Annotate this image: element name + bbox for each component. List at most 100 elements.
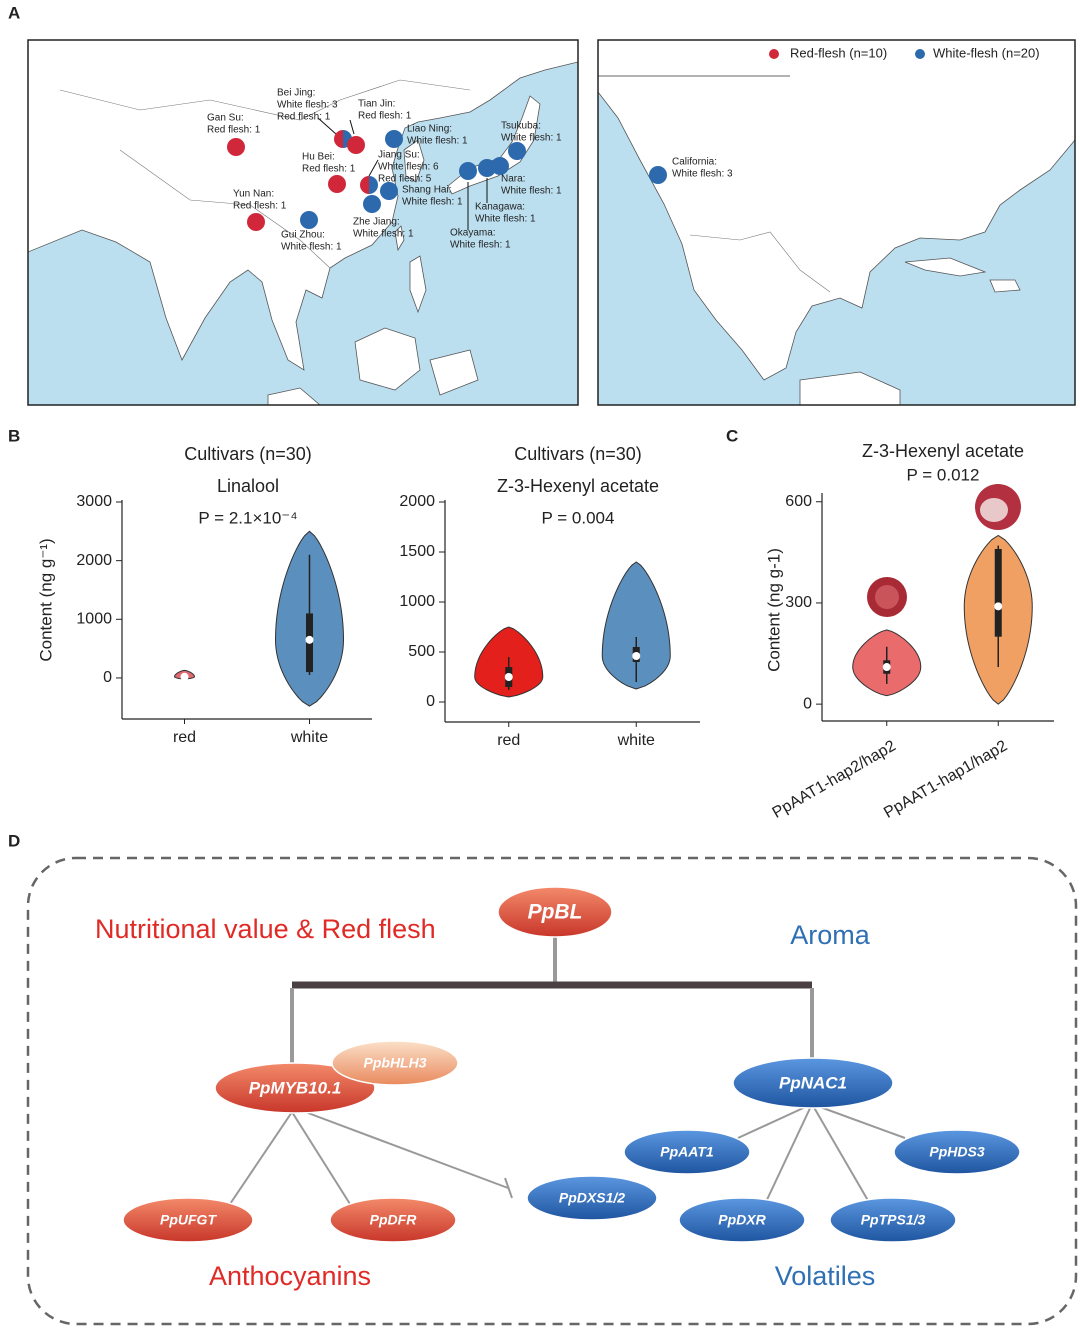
map-dot [247,213,265,231]
map-dot [300,211,318,229]
panel-label: C [726,426,738,445]
gene-label: PpAAT1 [660,1144,714,1160]
median [180,672,189,681]
map-label: Jiang Su: [378,150,420,161]
median [305,635,314,644]
gene-node [329,1197,457,1243]
map-label: Red flesh: 1 [233,201,287,212]
map-frame [597,39,1076,406]
chart-title: Z-3-Hexenyl acetate [862,441,1024,461]
map-label: White flesh: 1 [450,240,511,251]
map-dot [385,130,403,148]
gene-label: PpHDS3 [929,1144,984,1160]
map-label: White flesh: 1 [501,133,562,144]
y-tick-label: 1000 [76,611,112,628]
fruit-image [875,585,899,609]
group-label: Aroma [790,920,871,950]
map-dot [334,130,343,148]
gene-label: PpDXR [718,1212,766,1228]
gene-label: PpbHLH3 [364,1055,427,1071]
panel-label: B [8,426,20,445]
map-label: Red flesh: 1 [207,125,261,136]
chart-title: Cultivars (n=30) [514,444,642,464]
y-tick-label: 3000 [76,493,112,510]
map-label: White flesh: 1 [353,229,414,240]
map-label: Red flesh: 1 [277,112,331,123]
map-dot [459,162,477,180]
map-label: Gan Su: [207,113,244,124]
median [632,652,641,660]
map-label: Kanagawa: [475,202,525,213]
gene-node [829,1197,957,1243]
gene-label: PpNAC1 [779,1073,847,1092]
y-tick-label: 1000 [399,593,435,610]
map-label: Hu Bei: [302,152,335,163]
map-label: Yun Nan: [233,189,274,200]
map-label: White flesh: 3 [277,100,338,111]
annotation: P = 0.004 [542,508,615,527]
map-label: White flesh: 3 [672,169,733,180]
diagram-frame [26,856,1078,1326]
gene-node [732,1057,894,1109]
x-tick-label: PpAAT1-hap2/hap2 [770,737,899,821]
map-label: White flesh: 1 [501,186,562,197]
x-tick-label: white [617,732,655,749]
map-dot [227,138,245,156]
legend-marker [769,49,779,59]
y-tick-label: 2000 [76,552,112,569]
group-label: Volatiles [775,1261,876,1291]
map-label: Tsukuba: [501,121,541,132]
x-tick-label: red [497,732,520,749]
map-dot [369,176,378,194]
map-dot [380,182,398,200]
y-tick-label: 500 [408,643,435,660]
map-dot [508,142,526,160]
map-dot [363,195,381,213]
map-label: White flesh: 1 [402,197,463,208]
gene-label: PpBL [528,901,583,924]
map-label: Bei Jing: [277,88,315,99]
x-tick-label: white [290,729,328,746]
map-dot [347,136,365,154]
gene-label: PpDFR [370,1212,418,1228]
map-label: White flesh: 6 [378,162,439,173]
gene-node [122,1197,254,1243]
median [504,673,513,681]
gene-label: PpTPS1/3 [861,1212,926,1228]
map-label: Nara: [501,174,525,185]
gene-node [678,1197,806,1243]
y-tick-label: 1500 [399,543,435,560]
box [994,548,1002,637]
map-label: White flesh: 1 [281,242,342,253]
map-frame [27,39,579,406]
map-america [598,40,1075,405]
chart-subtitle: Z-3-Hexenyl acetate [497,476,659,496]
legend-marker [915,49,925,59]
violin [601,561,671,690]
gene-node [623,1129,751,1175]
gene-label: PpDXS1/2 [559,1190,625,1206]
y-axis-label: Content (ng g-1) [764,548,783,672]
gene-node [497,886,613,938]
map-label: Gui Zhou: [281,230,325,241]
group-label: Anthocyanins [209,1261,371,1291]
map-dot [328,175,346,193]
map-dot [360,176,369,194]
map-label: California: [672,157,717,168]
x-tick-label: red [173,729,196,746]
group-label: Nutritional value & Red flesh [95,914,436,944]
gene-node [526,1175,658,1221]
gene-node [893,1129,1021,1175]
map-label: Red flesh: 5 [378,174,432,185]
chart-subtitle: Linalool [217,476,279,496]
gene-label: PpMYB10.1 [249,1078,342,1097]
gene-label: PpUFGT [160,1212,217,1228]
map-label: Shang Hai: [402,185,451,196]
diagram-edges [229,935,906,1205]
y-tick-label: 0 [803,695,812,712]
map-label: White flesh: 1 [475,214,536,225]
y-tick-label: 600 [785,493,812,510]
gene-node [331,1040,459,1086]
y-tick-label: 0 [426,693,435,710]
map-dot [478,159,496,177]
